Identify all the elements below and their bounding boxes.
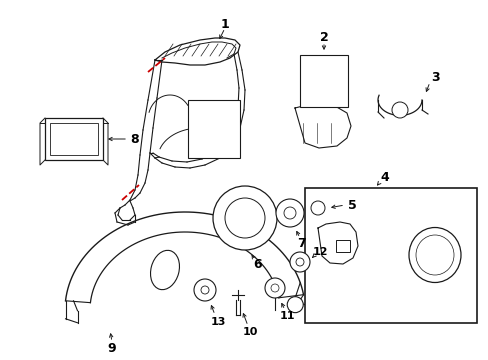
Text: 2: 2 xyxy=(319,31,328,44)
Text: 9: 9 xyxy=(107,342,116,355)
Text: 11: 11 xyxy=(279,311,294,321)
Text: 6: 6 xyxy=(253,258,262,271)
Ellipse shape xyxy=(150,250,179,290)
Text: 7: 7 xyxy=(297,237,306,249)
Circle shape xyxy=(295,258,304,266)
Bar xyxy=(187,100,240,158)
Bar xyxy=(335,240,349,252)
Bar xyxy=(305,188,476,323)
Circle shape xyxy=(201,286,208,294)
Circle shape xyxy=(264,278,285,298)
Circle shape xyxy=(213,186,276,250)
Text: 10: 10 xyxy=(242,327,257,337)
Ellipse shape xyxy=(415,235,453,275)
Circle shape xyxy=(270,284,279,292)
Circle shape xyxy=(391,102,407,118)
Text: 12: 12 xyxy=(312,247,327,257)
Circle shape xyxy=(224,198,264,238)
Circle shape xyxy=(310,201,325,215)
FancyBboxPatch shape xyxy=(50,123,98,155)
Ellipse shape xyxy=(408,228,460,283)
Text: 13: 13 xyxy=(210,317,225,327)
Bar xyxy=(299,55,347,107)
Circle shape xyxy=(286,297,303,312)
FancyBboxPatch shape xyxy=(45,118,103,160)
Circle shape xyxy=(194,279,216,301)
Circle shape xyxy=(289,252,309,272)
Text: 8: 8 xyxy=(130,132,139,145)
Circle shape xyxy=(275,199,304,227)
Text: 3: 3 xyxy=(430,71,438,84)
Text: 5: 5 xyxy=(347,198,356,212)
Text: 4: 4 xyxy=(380,171,388,184)
Circle shape xyxy=(284,207,295,219)
Text: 1: 1 xyxy=(220,18,229,31)
